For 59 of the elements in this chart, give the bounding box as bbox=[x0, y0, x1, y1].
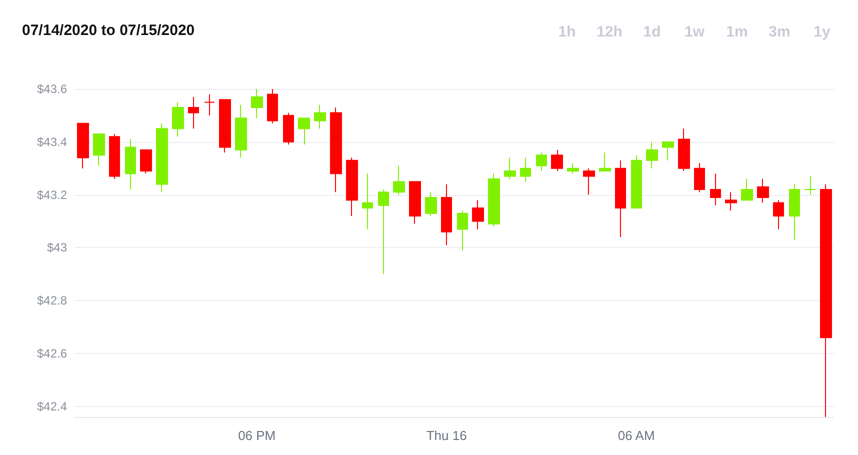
candlestick bbox=[235, 104, 247, 158]
candlestick bbox=[441, 184, 452, 246]
y-tick-label: $43 bbox=[46, 240, 68, 255]
candlestick bbox=[283, 112, 294, 146]
candlestick bbox=[551, 149, 563, 172]
candlestick bbox=[504, 157, 516, 180]
candlestick bbox=[741, 178, 753, 201]
candlestick bbox=[804, 176, 816, 196]
y-tick-label: $42.4 bbox=[36, 399, 68, 414]
candlestick bbox=[109, 133, 120, 180]
candlestick bbox=[773, 200, 784, 230]
candlestick bbox=[820, 184, 832, 418]
candlestick bbox=[615, 160, 626, 238]
candlestick bbox=[536, 152, 547, 172]
candlestick bbox=[172, 102, 184, 138]
candlestick bbox=[583, 168, 595, 196]
candlestick bbox=[267, 88, 278, 124]
chart-title: 07/14/2020 to 07/15/2020 bbox=[22, 22, 195, 39]
candlestick bbox=[662, 141, 674, 161]
candlestick bbox=[219, 99, 231, 153]
candlestick bbox=[93, 133, 105, 166]
candlestick bbox=[298, 118, 310, 146]
candlestick bbox=[362, 173, 373, 230]
candlestick bbox=[251, 88, 263, 119]
x-tick-label: 06 AM bbox=[618, 428, 655, 443]
candlestick bbox=[156, 122, 168, 193]
candlestick bbox=[204, 94, 215, 116]
y-tick-label: $42.8 bbox=[36, 294, 68, 308]
candlestick bbox=[694, 162, 705, 193]
candlestick bbox=[346, 157, 358, 216]
candlestick bbox=[488, 173, 500, 228]
candlestick bbox=[599, 152, 611, 172]
candlestick bbox=[567, 162, 579, 174]
candlestick bbox=[77, 122, 89, 169]
candlestick bbox=[472, 200, 484, 230]
y-tick-label: $42.6 bbox=[36, 346, 68, 361]
candlestick bbox=[125, 138, 136, 190]
candlestick bbox=[378, 189, 389, 275]
candlestick bbox=[646, 141, 658, 169]
candlestick bbox=[710, 173, 721, 206]
x-tick-label: Thu 16 bbox=[426, 428, 467, 443]
y-tick-label: $43.2 bbox=[36, 188, 68, 202]
candlestick bbox=[330, 107, 342, 193]
candlestick bbox=[409, 181, 421, 224]
candlestick bbox=[393, 165, 405, 196]
candlestick bbox=[188, 96, 199, 130]
candlestick bbox=[314, 104, 326, 130]
candlestick bbox=[140, 149, 152, 174]
x-tick-label: 06 PM bbox=[238, 428, 276, 443]
candlestick bbox=[425, 192, 437, 216]
y-tick-label: $43.6 bbox=[36, 82, 68, 96]
candlestick bbox=[725, 192, 737, 212]
candlestick bbox=[757, 178, 769, 204]
candlestick bbox=[789, 184, 800, 240]
candlestick bbox=[457, 210, 468, 251]
y-tick-label: $43.4 bbox=[36, 134, 68, 149]
candlestick bbox=[631, 154, 642, 209]
candlestick bbox=[520, 157, 531, 182]
candlestick bbox=[678, 128, 690, 172]
